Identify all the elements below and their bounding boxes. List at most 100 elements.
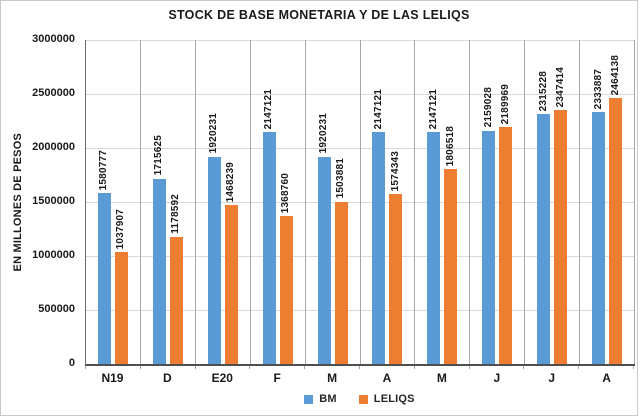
x-tick: [524, 366, 580, 369]
bar-column: 2147121: [372, 40, 386, 364]
x-category-label: J: [493, 371, 501, 385]
y-tick-label: 500000: [38, 303, 75, 315]
bar-column: 2333887: [592, 40, 606, 364]
data-label-bm: 2147121: [427, 88, 439, 130]
data-label-bm: 2333887: [592, 68, 604, 109]
y-tick-label: 0: [68, 357, 75, 369]
bar-leliqs: [224, 205, 238, 364]
data-label-bm: 1580777: [98, 149, 110, 191]
y-tick-label: 3000000: [32, 33, 75, 45]
bar-column: 1574343: [389, 40, 403, 364]
bar-bm: [152, 178, 166, 364]
data-label-leliqs: 1574343: [389, 150, 401, 191]
x-tick: [415, 366, 470, 369]
bar-leliqs: [169, 236, 183, 364]
data-label-bm: 1715625: [153, 135, 165, 176]
bar-bm: [537, 113, 551, 364]
bar-bm: [427, 132, 441, 364]
y-tick-label: 1500000: [32, 195, 75, 207]
bar-leliqs: [609, 97, 623, 364]
bar-leliqs: [499, 127, 513, 364]
bar-column: 2347414: [554, 40, 568, 364]
bar-bm: [592, 111, 606, 364]
bar-bm: [262, 132, 276, 364]
data-label-bm: 2147121: [263, 88, 275, 130]
bar-column: 2147121: [427, 40, 441, 364]
category-group: 2147121 1574343: [361, 40, 416, 364]
data-label-leliqs: 1037907: [115, 208, 127, 249]
x-category-label: J: [548, 371, 556, 385]
bar-leliqs: [554, 110, 568, 364]
x-tick: [250, 366, 306, 369]
data-label-leliqs: 1178592: [170, 193, 182, 234]
bar-column: 1806518: [444, 40, 458, 364]
data-label-leliqs: 1368760: [280, 172, 292, 214]
y-tick-label: 1000000: [32, 248, 75, 261]
bar-column: 2159028: [482, 40, 496, 364]
legend-label-leliqs: LELIQS: [373, 393, 415, 405]
data-label-bm: 1920231: [208, 113, 220, 154]
bar-bm: [482, 130, 496, 364]
legend-swatch-bm-icon: [304, 394, 314, 404]
bar-column: 1920231: [317, 40, 331, 364]
bar-column: 2315228: [537, 40, 551, 364]
legend-label-bm: BM: [319, 393, 337, 405]
bar-column: 1715625: [152, 40, 166, 364]
legend: BM LELIQS: [85, 393, 634, 405]
x-category-label: M: [327, 371, 338, 385]
legend-item-bm: BM: [304, 393, 337, 405]
legend-item-leliqs: LELIQS: [358, 393, 415, 405]
x-axis-ticks: [85, 366, 634, 369]
bar-column: 2189969: [499, 40, 513, 364]
x-tick: [305, 366, 360, 369]
y-tick-label: 2000000: [32, 140, 75, 153]
chart-title: STOCK DE BASE MONETARIA Y DE LAS LELIQS: [168, 8, 470, 22]
category-group: 2315228 2347414: [525, 40, 581, 364]
bar-bm: [372, 132, 386, 364]
bar-leliqs: [389, 193, 403, 364]
x-category-label: M: [436, 371, 447, 385]
data-label-leliqs: 2347414: [554, 67, 566, 108]
data-label-bm: 2315228: [537, 70, 549, 111]
bar-leliqs: [114, 251, 128, 364]
data-label-leliqs: 1806518: [444, 125, 456, 166]
data-label-leliqs: 1503881: [335, 158, 347, 199]
x-category-label: E20: [211, 371, 233, 385]
data-label-leliqs: 2464138: [609, 54, 621, 95]
category-group: 2147121 1806518: [415, 40, 471, 364]
category-group: 2159028 2189969: [470, 40, 526, 364]
bar-column: 1920231: [207, 40, 221, 364]
category-group: 1920231 1468239: [196, 40, 251, 364]
plot-area: 1580777 1037907 1715625 1178592 1920231 14682…: [85, 40, 636, 366]
y-tick-label: 2500000: [32, 86, 75, 99]
bar-column: 1368760: [279, 40, 293, 364]
bar-leliqs: [279, 216, 293, 364]
x-category-label: F: [273, 371, 281, 385]
category-group: 1920231 1503881: [306, 40, 361, 364]
data-label-bm: 2159028: [482, 87, 494, 128]
x-axis-labels: N19 D E20 F M A M J J A: [85, 371, 634, 385]
x-tick: [196, 366, 251, 369]
bar-column: 2464138: [609, 40, 623, 364]
x-category-label: N19: [101, 371, 124, 385]
data-label-bm: 2147121: [372, 88, 384, 130]
bar-column: 1580777: [97, 40, 111, 364]
bar-leliqs: [334, 201, 348, 364]
bar-column: 1468239: [224, 40, 238, 364]
bar-leliqs: [444, 168, 458, 364]
x-category-label: A: [382, 371, 392, 385]
y-axis-tick-labels: 3000000 2500000 2000000 1500000 1000000 50000…: [23, 33, 79, 369]
bar-column: 2147121: [262, 40, 276, 364]
bar-column: 1037907: [114, 40, 128, 364]
category-group: 1580777 1037907: [86, 40, 141, 364]
data-label-leliqs: 2189969: [499, 84, 511, 125]
x-tick: [85, 366, 141, 369]
x-category-label: D: [163, 371, 172, 385]
x-tick: [141, 366, 196, 369]
x-tick: [360, 366, 415, 369]
x-tick: [470, 366, 525, 369]
x-category-label: A: [602, 371, 611, 385]
category-group: 1715625 1178592: [141, 40, 196, 364]
category-group: 2147121 1368760: [251, 40, 306, 364]
